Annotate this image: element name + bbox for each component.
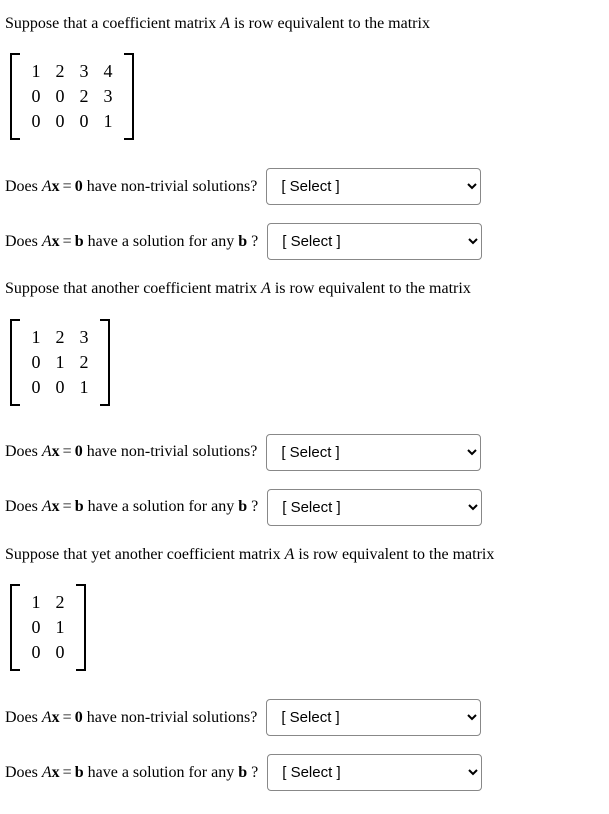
q3-select[interactable]: [ Select ] — [266, 434, 481, 471]
q4-select[interactable]: [ Select ] — [267, 489, 482, 526]
matrix-cell: 3 — [72, 325, 96, 350]
matrix-cell: 0 — [24, 350, 48, 375]
intro-text-2: Suppose that another coefficient matrix … — [5, 278, 604, 300]
q1-text: Does Ax=0 have non-trivial solutions? — [5, 178, 257, 196]
question-4: Does Ax=b have a solution for any b ? [ … — [5, 489, 604, 526]
matrix-cell: 3 — [96, 84, 120, 109]
q3-text: Does Ax=0 have non-trivial solutions? — [5, 443, 257, 461]
question-5: Does Ax=0 have non-trivial solutions? [ … — [5, 699, 604, 736]
q1-select[interactable]: [ Select ] — [266, 168, 481, 205]
matrix-cell: 2 — [48, 59, 72, 84]
matrix-cell: 2 — [72, 350, 96, 375]
matrix-cell: 3 — [72, 59, 96, 84]
question-2: Does Ax=b have a solution for any b ? [ … — [5, 223, 604, 260]
matrix-3: 120100 — [10, 584, 86, 671]
matrix-cell: 1 — [24, 59, 48, 84]
matrix-row: 1234 — [24, 59, 120, 84]
intro2-part1: Suppose that another coefficient matrix — [5, 280, 261, 297]
intro1-part1: Suppose that a coefficient matrix — [5, 15, 220, 32]
q2-text: Does Ax=b have a solution for any b ? — [5, 233, 258, 251]
matrix-cell: 0 — [48, 84, 72, 109]
matrix-cell: 0 — [48, 640, 72, 665]
matrix-2: 123012001 — [10, 319, 110, 406]
intro1-var: A — [220, 15, 230, 32]
matrix-cell: 1 — [24, 590, 48, 615]
matrix-cell: 2 — [48, 325, 72, 350]
matrix-row: 12 — [24, 590, 72, 615]
intro-text-1: Suppose that a coefficient matrix A is r… — [5, 13, 604, 35]
intro-text-3: Suppose that yet another coefficient mat… — [5, 544, 604, 566]
matrix-cell: 0 — [48, 109, 72, 134]
q5-select[interactable]: [ Select ] — [266, 699, 481, 736]
q4-text: Does Ax=b have a solution for any b ? — [5, 498, 258, 516]
matrix-cell: 1 — [24, 325, 48, 350]
matrix-cell: 0 — [48, 375, 72, 400]
matrix-cell: 0 — [24, 375, 48, 400]
matrix-1: 123400230001 — [10, 53, 134, 140]
question-6: Does Ax=b have a solution for any b ? [ … — [5, 754, 604, 791]
matrix-row: 123 — [24, 325, 96, 350]
q6-select[interactable]: [ Select ] — [267, 754, 482, 791]
matrix-cell: 1 — [96, 109, 120, 134]
intro2-part2: is row equivalent to the matrix — [271, 280, 471, 297]
matrix-row: 01 — [24, 615, 72, 640]
matrix-row: 0001 — [24, 109, 120, 134]
matrix-cell: 2 — [48, 590, 72, 615]
question-3: Does Ax=0 have non-trivial solutions? [ … — [5, 434, 604, 471]
matrix-cell: 0 — [24, 84, 48, 109]
matrix-row: 001 — [24, 375, 96, 400]
matrix-row: 00 — [24, 640, 72, 665]
matrix-cell: 1 — [48, 615, 72, 640]
matrix-cell: 1 — [72, 375, 96, 400]
q5-text: Does Ax=0 have non-trivial solutions? — [5, 709, 257, 727]
intro3-part1: Suppose that yet another coefficient mat… — [5, 546, 285, 563]
matrix-row: 0023 — [24, 84, 120, 109]
matrix-cell: 1 — [48, 350, 72, 375]
matrix-cell: 0 — [24, 615, 48, 640]
intro3-part2: is row equivalent to the matrix — [294, 546, 494, 563]
intro1-part2: is row equivalent to the matrix — [230, 15, 430, 32]
matrix-row: 012 — [24, 350, 96, 375]
intro3-var: A — [285, 546, 295, 563]
matrix-cell: 4 — [96, 59, 120, 84]
q2-select[interactable]: [ Select ] — [267, 223, 482, 260]
matrix-cell: 0 — [72, 109, 96, 134]
matrix-cell: 0 — [24, 109, 48, 134]
matrix-cell: 0 — [24, 640, 48, 665]
q6-text: Does Ax=b have a solution for any b ? — [5, 764, 258, 782]
question-1: Does Ax=0 have non-trivial solutions? [ … — [5, 168, 604, 205]
matrix-cell: 2 — [72, 84, 96, 109]
intro2-var: A — [261, 280, 271, 297]
